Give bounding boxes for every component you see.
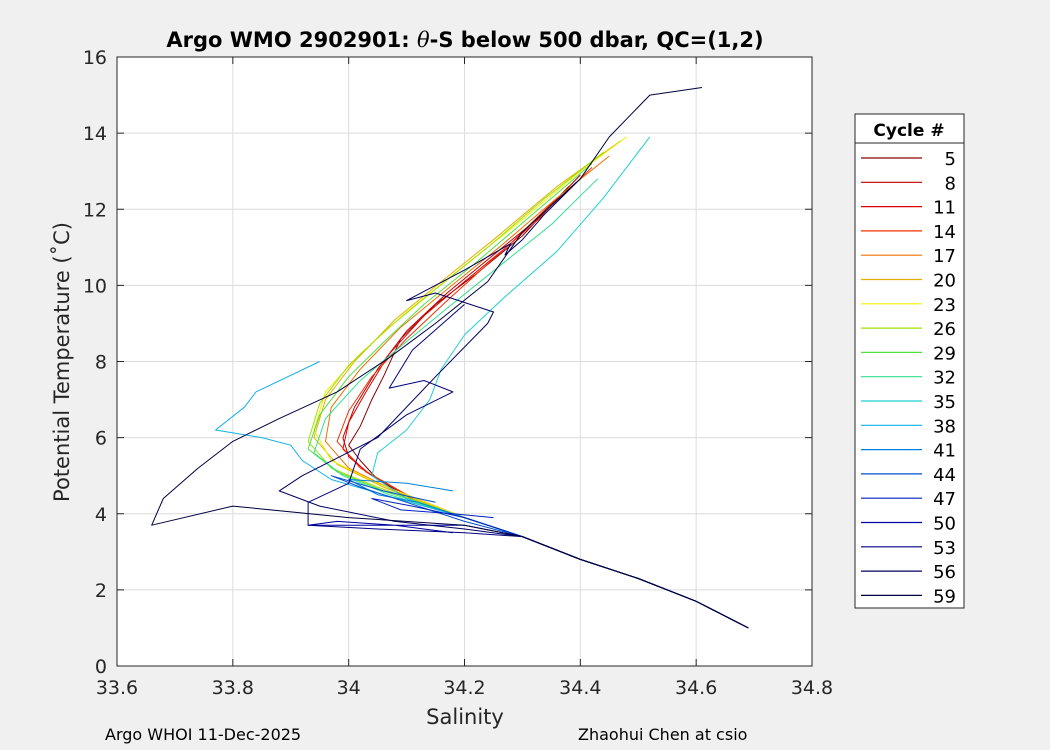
legend-label-cycle-44: 44 [933,465,956,486]
legend-label-cycle-29: 29 [933,343,956,364]
legend-label-cycle-53: 53 [933,538,956,559]
legend-title: Cycle # [873,121,944,141]
legend-label-cycle-20: 20 [933,271,956,292]
legend-label-cycle-14: 14 [933,222,956,243]
footer-left: Argo WHOI 11-Dec-2025 [105,725,302,744]
legend-entries: 5 8 11 14 17 20 23 26 29 32 35 38 41 44 47 50 53 56 59 [861,149,956,607]
y-tick-label: 6 [95,428,107,450]
series-layer [151,87,749,629]
x-tick-label: 33.8 [212,677,254,699]
y-axis-label: Potential Temperature (˚C) [50,222,74,502]
legend-label-cycle-41: 41 [933,441,956,462]
footer-right: Zhaohui Chen at csio [578,725,748,744]
x-axis-label: Salinity [426,705,504,729]
legend-label-cycle-47: 47 [933,489,956,510]
x-tick-label: 34.8 [791,677,833,699]
y-tick-label: 0 [95,656,107,678]
legend-label-cycle-23: 23 [933,295,956,316]
x-tick-label: 33.6 [96,677,138,699]
legend-label-cycle-50: 50 [933,514,956,535]
chart-title: Argo WMO 2902901: θ-S below 500 dbar, QC… [166,28,763,52]
legend-label-cycle-32: 32 [933,368,956,389]
legend-label-cycle-35: 35 [933,392,956,413]
legend-label-cycle-17: 17 [933,246,956,267]
legend-label-cycle-11: 11 [933,198,956,219]
legend-label-cycle-5: 5 [945,149,956,170]
x-tick-label: 34.6 [675,677,717,699]
legend-box [854,113,965,609]
series-line-cycle-59 [151,87,749,629]
legend-label-cycle-26: 26 [933,319,956,340]
legend[interactable]: Cycle # 5 8 11 14 17 20 23 26 29 32 35 38 41 44 47 50 53… [854,113,965,609]
legend-label-cycle-59: 59 [933,586,956,607]
y-tick-label: 16 [83,47,107,69]
y-tick-label: 12 [83,199,107,221]
y-tick-label: 4 [95,504,107,526]
y-tick-label: 2 [95,580,107,602]
legend-label-cycle-8: 8 [945,173,956,194]
axis-ticks: 33.6 33.8 34 34.2 34.4 34.6 34.8 0 2 4 6 8 10 12 14 16 [83,47,833,699]
y-tick-label: 10 [83,275,107,297]
y-tick-label: 8 [95,352,107,374]
x-tick-label: 34.2 [443,677,485,699]
legend-label-cycle-38: 38 [933,416,956,437]
y-tick-label: 14 [83,123,107,145]
x-tick-label: 34 [337,677,361,699]
x-tick-label: 34.4 [559,677,601,699]
legend-label-cycle-56: 56 [933,562,956,583]
